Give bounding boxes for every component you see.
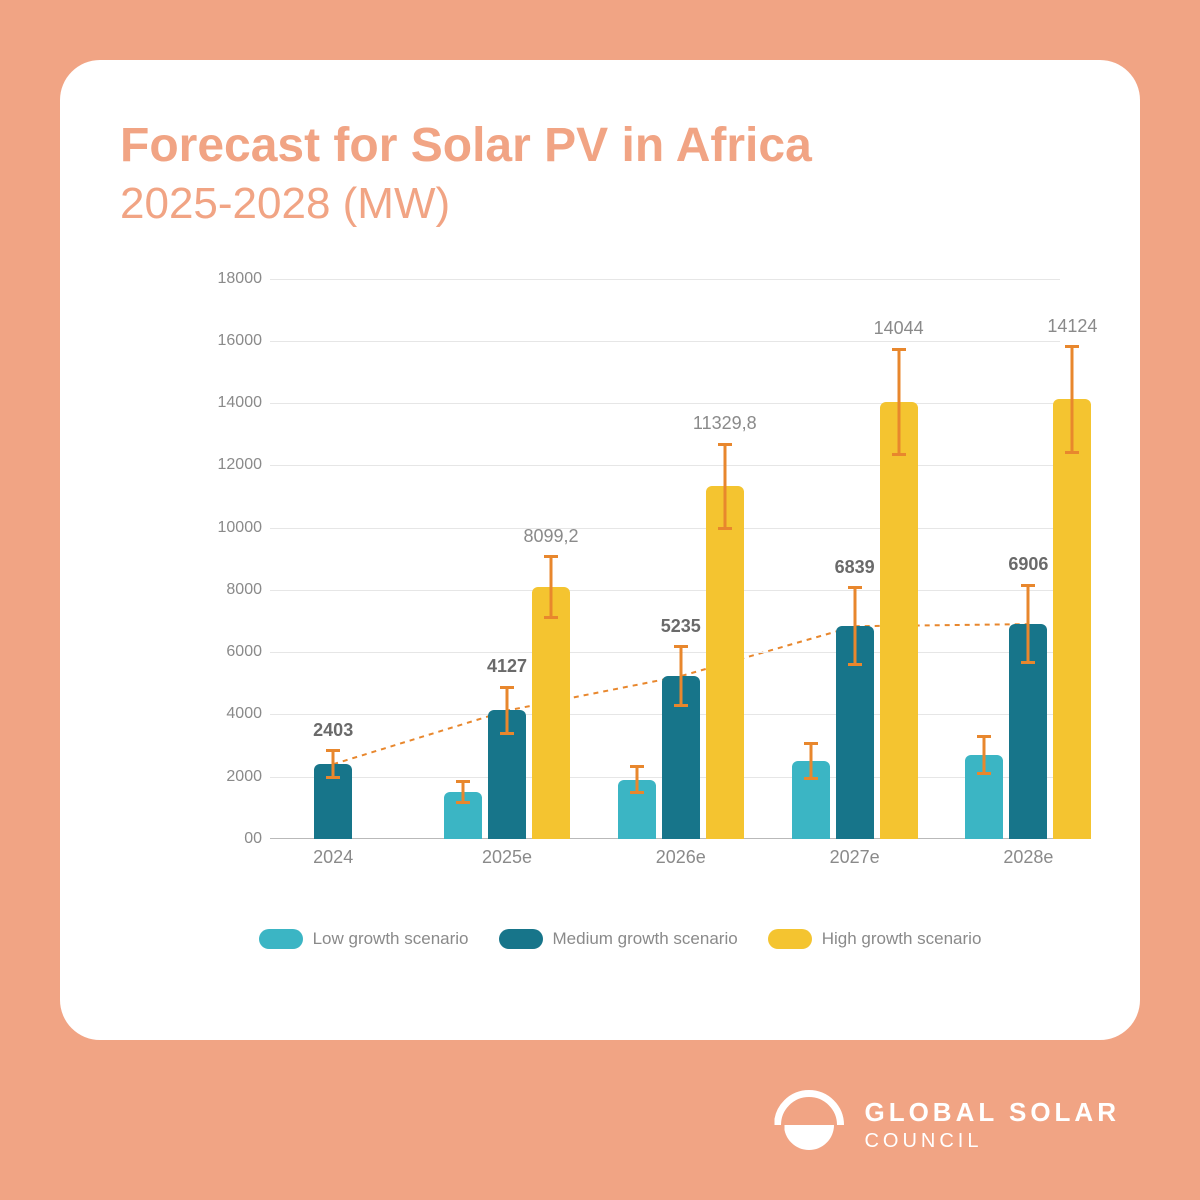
title-main: Forecast for Solar PV in Africa	[120, 120, 1080, 173]
y-tick: 16000	[182, 332, 262, 350]
legend-item: Low growth scenario	[259, 929, 469, 949]
logo-line2: COUNCIL	[864, 1129, 1120, 1153]
y-tick: 2000	[182, 768, 262, 786]
bar-group: 6906141242028e	[965, 399, 1091, 838]
x-label: 2027e	[830, 847, 880, 868]
y-tick: 18000	[182, 270, 262, 288]
legend: Low growth scenario Medium growth scenari…	[180, 929, 1060, 949]
data-label: 6839	[835, 557, 875, 578]
bar-low	[618, 780, 656, 839]
legend-swatch	[499, 929, 543, 949]
x-label: 2026e	[656, 847, 706, 868]
y-tick: 10000	[182, 519, 262, 537]
bar-group: 41278099,22025e	[444, 587, 570, 839]
x-label: 2024	[313, 847, 353, 868]
footer-logo: GLOBAL SOLAR COUNCIL	[774, 1090, 1120, 1160]
data-label: 5235	[661, 616, 701, 637]
bar-medium: 5235	[662, 676, 700, 839]
bar-low	[965, 755, 1003, 839]
logo-icon	[774, 1090, 844, 1160]
gridline	[270, 341, 1060, 342]
data-label: 14044	[874, 318, 924, 339]
data-label: 2403	[313, 720, 353, 741]
bar-group: 24032024	[314, 764, 352, 839]
legend-item: Medium growth scenario	[499, 929, 738, 949]
legend-label: Medium growth scenario	[553, 929, 738, 949]
gridline	[270, 403, 1060, 404]
legend-swatch	[768, 929, 812, 949]
y-axis: 0020004000600080001000012000140001600018…	[180, 279, 270, 839]
plot-area: 24032024 41278099,22025e 523511329,82026e 6…	[270, 279, 1060, 839]
legend-label: High growth scenario	[822, 929, 982, 949]
gridline	[270, 279, 1060, 280]
bar-group: 523511329,82026e	[618, 486, 744, 838]
bar-high: 14124	[1053, 399, 1091, 838]
y-tick: 4000	[182, 705, 262, 723]
legend-label: Low growth scenario	[313, 929, 469, 949]
data-label: 8099,2	[523, 526, 578, 547]
title-sub: 2025-2028 (MW)	[120, 179, 1080, 229]
y-tick: 12000	[182, 456, 262, 474]
bar-medium: 6906	[1009, 624, 1047, 839]
legend-item: High growth scenario	[768, 929, 982, 949]
bar-low	[444, 792, 482, 839]
y-tick: 14000	[182, 394, 262, 412]
bar-high: 11329,8	[706, 486, 744, 838]
bar-medium: 4127	[488, 710, 526, 838]
data-label: 11329,8	[693, 413, 757, 434]
gridline	[270, 465, 1060, 466]
bar-medium: 2403	[314, 764, 352, 839]
bar-medium: 6839	[836, 626, 874, 839]
y-tick: 8000	[182, 581, 262, 599]
x-label: 2028e	[1003, 847, 1053, 868]
logo-line1: GLOBAL SOLAR	[864, 1097, 1120, 1128]
outer-frame: Forecast for Solar PV in Africa 2025-202…	[0, 0, 1200, 1200]
bar-high: 8099,2	[532, 587, 570, 839]
bar-group: 6839140442027e	[792, 402, 918, 839]
legend-swatch	[259, 929, 303, 949]
y-tick: 00	[182, 830, 262, 848]
data-label: 14124	[1047, 316, 1097, 337]
bar-high: 14044	[880, 402, 918, 839]
bar-low	[792, 761, 830, 839]
chart-area: 0020004000600080001000012000140001600018…	[180, 279, 1060, 899]
logo-text: GLOBAL SOLAR COUNCIL	[864, 1097, 1120, 1152]
x-label: 2025e	[482, 847, 532, 868]
data-label: 6906	[1008, 554, 1048, 575]
chart-card: Forecast for Solar PV in Africa 2025-202…	[60, 60, 1140, 1040]
y-tick: 6000	[182, 643, 262, 661]
data-label: 4127	[487, 656, 527, 677]
